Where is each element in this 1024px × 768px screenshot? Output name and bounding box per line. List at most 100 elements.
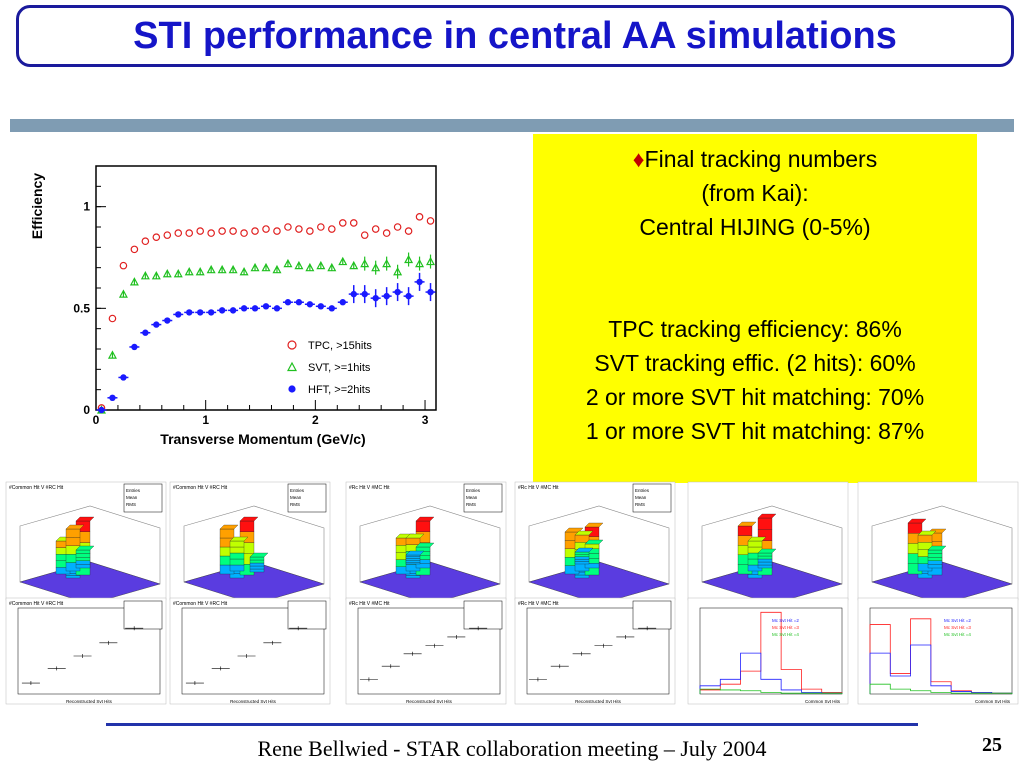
histogram-line xyxy=(699,652,843,694)
x-tick-label: 0 xyxy=(93,413,100,427)
profile-title: #Common Hit V #RC Hit xyxy=(9,601,64,607)
lego-tower-top xyxy=(75,516,95,522)
hft-point xyxy=(218,307,226,314)
lego-tower-block xyxy=(574,559,590,562)
footer-text: Rene Bellwied - STAR collaboration meeti… xyxy=(257,736,767,761)
stats-box xyxy=(632,483,672,513)
lego-tower-top xyxy=(584,522,604,528)
tpc-point xyxy=(426,217,435,225)
chart-ylabel: Efficiency xyxy=(29,173,45,239)
stats-label: Entries xyxy=(290,488,305,493)
lego-tower-block xyxy=(574,551,590,555)
info-line-1: ♦Final tracking numbers xyxy=(632,146,878,172)
hft-point xyxy=(131,343,138,351)
legend-label: SVT, >=1hits xyxy=(308,362,371,374)
tpc-point xyxy=(207,229,215,237)
hft-point xyxy=(328,305,336,312)
lego-tower-block xyxy=(229,552,245,560)
svt-point xyxy=(173,269,183,278)
stats-label: RMS xyxy=(635,502,645,507)
tpc-point xyxy=(218,227,226,235)
svt-point xyxy=(129,277,139,286)
profile-title: #Rc Hit V #MC Hit xyxy=(349,601,390,607)
hft-point xyxy=(306,301,314,308)
slide-title: STI performance in central AA simulation… xyxy=(133,14,897,57)
histogram-legend-label: Mc Svt Hit =4 xyxy=(772,632,799,637)
lego-tower-block xyxy=(574,554,590,557)
lego-panel: #Common Hit V #RC Hit Entries Mean RMS xyxy=(5,481,167,605)
histogram-line xyxy=(699,688,843,694)
hft-point xyxy=(295,299,303,306)
lego-tower-block xyxy=(75,557,91,561)
stats-label: RMS xyxy=(466,502,476,507)
svt-point xyxy=(162,269,172,278)
legend-marker-hft xyxy=(288,385,296,393)
lego-tower-block xyxy=(907,522,923,534)
histogram-legend-label: Mc Svt Hit =2 xyxy=(944,618,971,623)
svt-point xyxy=(415,258,425,268)
svt-point xyxy=(349,260,359,270)
lego-tower-top xyxy=(219,524,239,530)
stats-label: RMS xyxy=(126,502,136,507)
hft-point xyxy=(186,309,193,316)
tpc-point xyxy=(393,223,402,231)
chart-xlabel: Transverse Momentum (GeV/c) xyxy=(160,431,365,447)
stats-box xyxy=(287,600,327,630)
x-tick-label: 1 xyxy=(202,413,209,427)
hft-point xyxy=(394,288,401,296)
footer-rule xyxy=(106,723,918,726)
profile-xlabel: Reconstructed Svt Hits xyxy=(406,699,453,704)
hft-point xyxy=(164,317,171,324)
page-number: 25 xyxy=(982,734,1002,756)
hft-point xyxy=(196,309,204,316)
lego-tower-block xyxy=(405,560,421,563)
lego-tower-block xyxy=(757,564,773,569)
svt-point xyxy=(228,264,238,274)
lego-tower-top xyxy=(239,516,259,522)
lego-tower-block xyxy=(757,558,773,563)
hft-point xyxy=(361,290,368,298)
stats-box xyxy=(463,483,503,513)
lego-tower-block xyxy=(75,560,91,565)
info-line-5: SVT tracking effic. (2 hits): 60% xyxy=(594,350,916,376)
lego-tower-top xyxy=(917,530,937,536)
svt-point xyxy=(393,266,403,276)
lego-tower-top xyxy=(65,524,85,530)
lego-tower-top xyxy=(405,533,425,539)
lego-tower-block xyxy=(75,553,91,558)
y-tick-label: 1 xyxy=(83,200,90,214)
lego-tower-top xyxy=(229,536,249,542)
tpc-point xyxy=(295,225,303,233)
info-line-6: 2 or more SVT hit matching: 70% xyxy=(585,384,925,410)
histogram-xlabel: Common Svt Hits xyxy=(805,699,841,704)
svt-point xyxy=(305,262,315,272)
stats-label: Mean xyxy=(466,495,478,500)
lego-tower-block xyxy=(65,528,81,538)
tpc-point xyxy=(382,229,391,237)
plot-frame xyxy=(95,165,437,411)
tpc-point xyxy=(152,233,161,241)
tpc-point xyxy=(185,229,194,237)
lego-tower-block xyxy=(229,540,245,548)
hft-point xyxy=(207,309,215,316)
lego-tower-block xyxy=(757,561,773,566)
histogram-line xyxy=(869,644,1013,694)
lego-tower-block xyxy=(927,549,943,554)
lego-panel xyxy=(687,481,849,605)
lego-tower-top xyxy=(907,518,927,524)
x-tick-label: 2 xyxy=(312,413,319,427)
lego-tower-block xyxy=(737,525,753,536)
bottom-plot-frame xyxy=(699,607,843,695)
x-tick-label: 3 xyxy=(422,413,429,427)
lego-tower-block xyxy=(229,558,245,566)
y-tick-label: 0 xyxy=(83,403,90,417)
lego-tower-top xyxy=(574,547,594,553)
stats-box xyxy=(463,600,503,630)
lego-tower-block xyxy=(75,549,91,554)
svt-point xyxy=(107,350,117,359)
hft-point xyxy=(383,292,390,300)
stats-box xyxy=(632,600,672,630)
hft-point xyxy=(350,290,357,298)
svt-point xyxy=(261,262,271,272)
svt-point xyxy=(360,258,370,268)
